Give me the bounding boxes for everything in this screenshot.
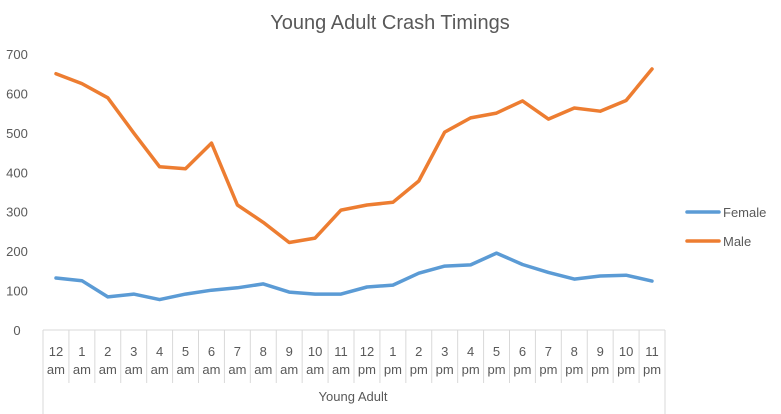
x-tick-label-period: pm <box>617 362 635 377</box>
x-tick-label-period: am <box>228 362 246 377</box>
x-axis-title: Young Adult <box>319 389 388 404</box>
x-tick-label-period: pm <box>591 362 609 377</box>
x-tick-label-period: am <box>254 362 272 377</box>
x-tick-label-hour: 6 <box>519 344 526 359</box>
x-tick-label-period: pm <box>384 362 402 377</box>
x-tick-label-period: pm <box>358 362 376 377</box>
x-tick-label-hour: 2 <box>104 344 111 359</box>
x-tick-label-period: am <box>332 362 350 377</box>
x-tick-label-period: am <box>73 362 91 377</box>
y-tick-label: 400 <box>6 165 28 180</box>
x-tick-label-period: am <box>280 362 298 377</box>
x-tick-label-period: pm <box>539 362 557 377</box>
legend-label-female: Female <box>723 205 766 220</box>
chart-title: Young Adult Crash Timings <box>270 12 509 34</box>
x-tick-label-period: pm <box>436 362 454 377</box>
x-tick-label-hour: 11 <box>334 344 348 359</box>
series-line-male <box>54 67 654 245</box>
x-tick-label-hour: 9 <box>597 344 604 359</box>
y-tick-label: 300 <box>6 205 28 220</box>
legend: Female Male <box>685 205 766 249</box>
series-line-female <box>54 251 654 302</box>
x-tick-label-period: pm <box>462 362 480 377</box>
x-tick-label-hour: 7 <box>545 344 552 359</box>
x-tick-label-period: am <box>177 362 195 377</box>
x-tick-label-period: am <box>47 362 65 377</box>
y-tick-label: 500 <box>6 126 28 141</box>
x-tick-label-hour: 6 <box>208 344 215 359</box>
x-tick-label-hour: 12 <box>49 344 63 359</box>
x-tick-label-hour: 10 <box>619 344 633 359</box>
x-tick-label-period: pm <box>488 362 506 377</box>
x-tick-label-hour: 9 <box>286 344 293 359</box>
x-tick-label-hour: 3 <box>130 344 137 359</box>
x-tick-label-period: pm <box>513 362 531 377</box>
x-tick-label-hour: 7 <box>234 344 241 359</box>
x-tick-label-hour: 10 <box>308 344 322 359</box>
x-tick-label-period: am <box>202 362 220 377</box>
x-tick-label-period: am <box>306 362 324 377</box>
y-tick-label: 700 <box>6 47 28 62</box>
y-tick-label: 200 <box>6 244 28 259</box>
x-tick-label-hour: 8 <box>260 344 267 359</box>
x-tick-label-period: am <box>125 362 143 377</box>
y-axis-tick-labels: 0 100 200 300 400 500 600 700 <box>6 47 28 338</box>
series-layer <box>54 67 654 302</box>
x-tick-label-hour: 5 <box>182 344 189 359</box>
x-tick-label-hour: 12 <box>360 344 374 359</box>
x-tick-label-period: pm <box>410 362 428 377</box>
legend-label-male: Male <box>723 234 751 249</box>
x-tick-label-period: am <box>99 362 117 377</box>
x-tick-label-hour: 1 <box>389 344 396 359</box>
x-tick-label-hour: 1 <box>78 344 85 359</box>
x-tick-label-hour: 8 <box>571 344 578 359</box>
x-tick-label-period: am <box>151 362 169 377</box>
x-tick-label-hour: 11 <box>645 344 659 359</box>
x-tick-label-period: pm <box>643 362 661 377</box>
y-tick-label: 100 <box>6 284 28 299</box>
x-tick-label-hour: 4 <box>467 344 474 359</box>
y-tick-label: 0 <box>13 323 20 338</box>
y-tick-label: 600 <box>6 86 28 101</box>
x-tick-label-hour: 4 <box>156 344 163 359</box>
x-axis: 12am1am2am3am4am5am6am7am8am9am10am11am1… <box>42 329 666 414</box>
x-tick-label-hour: 2 <box>415 344 422 359</box>
x-tick-label-hour: 3 <box>441 344 448 359</box>
x-tick-label-period: pm <box>565 362 583 377</box>
x-tick-label-hour: 5 <box>493 344 500 359</box>
